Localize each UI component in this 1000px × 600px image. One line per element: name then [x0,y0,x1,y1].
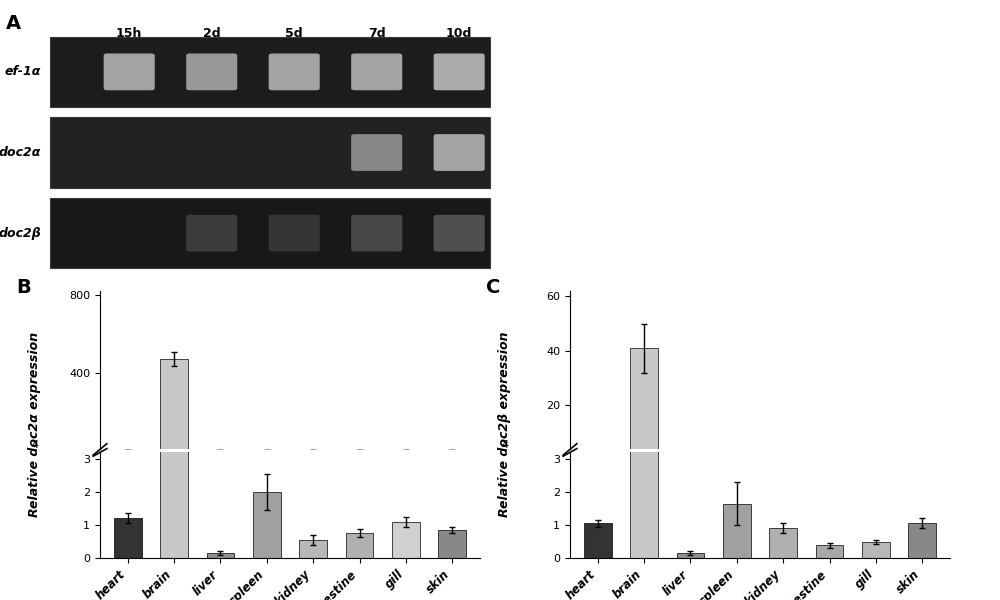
Text: 10d: 10d [446,26,472,40]
Text: doc2α: doc2α [0,146,41,159]
FancyBboxPatch shape [186,53,237,90]
Bar [630,0,658,558]
Text: B: B [16,278,31,298]
Bar [50,117,490,188]
Bar [50,198,490,268]
Text: 15h: 15h [116,26,142,40]
Bar [862,458,890,460]
Bar [769,457,797,460]
Bar [392,521,420,558]
Bar [160,359,188,450]
FancyBboxPatch shape [434,215,485,251]
Bar [816,459,843,460]
Text: ef-1α: ef-1α [5,65,41,79]
Bar [299,540,327,558]
Text: 7d: 7d [368,26,386,40]
Bar [160,0,188,558]
FancyBboxPatch shape [434,53,485,90]
Bar [253,492,281,558]
FancyBboxPatch shape [104,53,155,90]
Bar [908,523,936,558]
Text: A: A [6,14,21,33]
Bar [723,455,751,460]
Bar [769,528,797,558]
Bar [862,542,890,558]
Text: 2d: 2d [203,26,221,40]
Text: 5d: 5d [285,26,303,40]
Text: Relative doc2β expression: Relative doc2β expression [498,332,511,517]
Bar [438,530,466,558]
Bar [207,553,234,558]
FancyBboxPatch shape [186,215,237,251]
Bar [723,503,751,558]
Bar [816,545,843,558]
Bar [908,457,936,460]
Text: 4: 4 [501,440,508,450]
Bar [584,523,612,558]
FancyBboxPatch shape [269,53,320,90]
Bar [677,553,704,558]
FancyBboxPatch shape [351,215,402,251]
Text: 4: 4 [31,440,38,450]
FancyBboxPatch shape [351,134,402,171]
Text: Relative doc2α expression: Relative doc2α expression [28,332,42,517]
Bar [114,518,142,558]
Bar [50,37,490,107]
Bar [584,457,612,460]
Text: doc2β: doc2β [0,227,41,239]
FancyBboxPatch shape [351,53,402,90]
FancyBboxPatch shape [434,134,485,171]
Bar [346,533,373,558]
Text: C: C [486,278,501,298]
FancyBboxPatch shape [269,215,320,251]
Bar [630,348,658,460]
